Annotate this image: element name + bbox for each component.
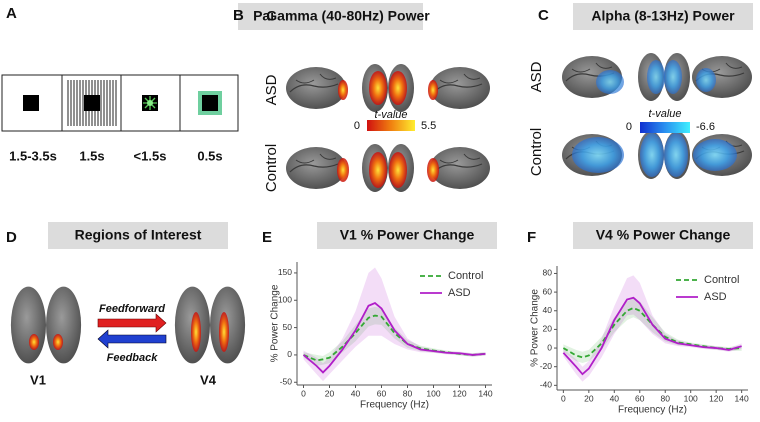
x-tick-label: 100: [426, 388, 440, 398]
y-tick-label: 20: [543, 324, 553, 334]
chart-title: V4 % Power Change: [596, 227, 731, 243]
colorbar-min: 0: [354, 120, 360, 132]
legend-label: ASD: [704, 291, 727, 303]
y-axis-label: % Power Change: [530, 289, 541, 367]
brain-maps: [561, 53, 753, 179]
timing: <1.5s: [134, 148, 167, 163]
x-tick-label: 140: [735, 393, 749, 403]
panel-letter: F: [527, 229, 536, 246]
y-axis-label: % Power Change: [270, 284, 281, 362]
title-box: [317, 222, 497, 249]
panel-letter: B: [233, 7, 244, 24]
x-tick-label: 40: [351, 388, 361, 398]
panel-letter: C: [538, 7, 549, 24]
y-tick-label: 100: [278, 295, 292, 305]
x-tick-label: 60: [377, 388, 387, 398]
x-tick-label: 20: [325, 388, 335, 398]
x-tick-label: 120: [452, 388, 466, 398]
y-tick-label: -20: [540, 361, 553, 371]
y-tick-label: 60: [543, 286, 553, 296]
legend-label: Control: [704, 274, 739, 286]
roi-brains: [10, 286, 246, 364]
y-tick-label: -50: [280, 377, 293, 387]
title-box: [573, 3, 753, 30]
y-tick-label: 0: [547, 342, 552, 352]
row-label: Control: [263, 144, 280, 192]
x-tick-label: 40: [610, 393, 620, 403]
panel-title: Alpha (8-13Hz) Power: [591, 8, 735, 24]
y-tick-label: -40: [540, 380, 553, 390]
colorbar-min: 0: [626, 121, 632, 133]
row-label: ASD: [528, 61, 545, 92]
y-tick-label: 150: [278, 267, 292, 277]
row-label: Control: [528, 128, 545, 176]
x-tick-label: 120: [709, 393, 723, 403]
panel-letter: A: [6, 5, 17, 22]
colorbar-label: t-value: [648, 108, 681, 120]
panel-letter: D: [6, 229, 17, 246]
x-axis-label: Frequency (Hz): [618, 405, 687, 416]
series-line: [562, 296, 742, 376]
region-label: V4: [200, 372, 217, 387]
x-tick-label: 140: [478, 388, 492, 398]
colorbar-max: -6.6: [696, 121, 715, 133]
x-tick-label: 100: [684, 393, 698, 403]
panel-title: Gamma (40-80Hz) Power: [266, 8, 430, 24]
panel-letter: E: [262, 229, 272, 246]
title-box: [273, 3, 423, 30]
series-line: [562, 306, 742, 359]
y-tick-label: 50: [283, 322, 293, 332]
chart-title: V1 % Power Change: [340, 227, 475, 243]
error-band: [563, 275, 742, 382]
colorbar-max: 5.5: [421, 120, 436, 132]
legend-label: ASD: [448, 287, 471, 299]
timing: 1.5s: [79, 148, 104, 163]
x-tick-label: 0: [301, 388, 306, 398]
arrow-label: Feedforward: [99, 303, 165, 315]
arrow-label: Feedback: [107, 352, 159, 364]
y-tick-label: 80: [543, 268, 553, 278]
x-tick-label: 80: [660, 393, 670, 403]
row-label: ASD: [263, 74, 280, 105]
y-tick-label: 40: [543, 305, 553, 315]
x-tick-label: 60: [635, 393, 645, 403]
series-line: [302, 301, 486, 374]
x-tick-label: 80: [403, 388, 413, 398]
x-axis-label: Frequency (Hz): [360, 400, 429, 411]
brain-maps: [285, 64, 491, 192]
timing: 0.5s: [197, 148, 222, 163]
paradigm-frames: [1, 74, 239, 132]
x-tick-label: 0: [561, 393, 566, 403]
y-tick-label: 0: [287, 349, 292, 359]
title-box: [48, 222, 228, 249]
x-tick-label: 20: [584, 393, 594, 403]
panel-title: Regions of Interest: [75, 227, 202, 243]
timing: 1.5-3.5s: [9, 148, 57, 163]
region-label: V1: [30, 372, 46, 387]
legend-label: Control: [448, 270, 483, 282]
colorbar-label: t-value: [374, 109, 407, 121]
title-box: [573, 222, 753, 249]
